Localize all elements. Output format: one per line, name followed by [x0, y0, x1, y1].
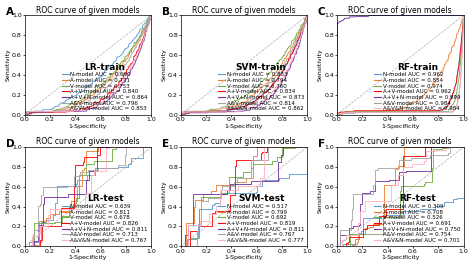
X-axis label: 1-Specificity: 1-Specificity [69, 255, 107, 260]
Legend: N-model AUC = 0.517, A-model AUC = 0.799, V-model AUC = 0.692, A+V-model AUC = 0: N-model AUC = 0.517, A-model AUC = 0.799… [218, 194, 305, 243]
Y-axis label: Sensitivity: Sensitivity [162, 49, 167, 81]
Legend: N-model AUC = 0.639, A-model AUC = 0.811, V-model AUC = 0.678, A+V-model AUC = 0: N-model AUC = 0.639, A-model AUC = 0.811… [62, 194, 148, 243]
X-axis label: 1-Specificity: 1-Specificity [69, 124, 107, 129]
Text: C: C [318, 7, 326, 17]
Text: D: D [6, 139, 14, 149]
Y-axis label: Sensitivity: Sensitivity [162, 180, 167, 213]
Text: A: A [6, 7, 14, 17]
Y-axis label: Sensitivity: Sensitivity [6, 180, 10, 213]
Legend: N-model AUC = 0.309, A-model AUC = 0.708, V-model AUC = 0.526, A+V-model AUC = 0: N-model AUC = 0.309, A-model AUC = 0.708… [374, 194, 461, 243]
Title: ROC curve of given models: ROC curve of given models [192, 6, 296, 15]
Title: ROC curve of given models: ROC curve of given models [348, 137, 452, 146]
Y-axis label: Sensitivity: Sensitivity [318, 180, 323, 213]
Y-axis label: Sensitivity: Sensitivity [6, 49, 10, 81]
Legend: N-model AUC = 0.962, A-model AUC = 0.854, V-model AUC = 0.974, A+V-model AUC = 0: N-model AUC = 0.962, A-model AUC = 0.854… [374, 62, 461, 112]
X-axis label: 1-Specificity: 1-Specificity [225, 255, 264, 260]
Title: ROC curve of given models: ROC curve of given models [36, 6, 140, 15]
Y-axis label: Sensitivity: Sensitivity [318, 49, 323, 81]
Text: F: F [318, 139, 325, 149]
Text: E: E [162, 139, 169, 149]
Text: B: B [162, 7, 170, 17]
Title: ROC curve of given models: ROC curve of given models [348, 6, 452, 15]
X-axis label: 1-Specificity: 1-Specificity [381, 255, 419, 260]
Legend: N-model AUC = 0.690, A-model AUC = 0.771, V-model AUC = 0.753, A+V-model AUC = 0: N-model AUC = 0.690, A-model AUC = 0.771… [62, 62, 148, 112]
Title: ROC curve of given models: ROC curve of given models [36, 137, 140, 146]
Title: ROC curve of given models: ROC curve of given models [192, 137, 296, 146]
Legend: N-model AUC = 0.833, A-model AUC = 0.794, V-model AUC = 0.760, A+V-model AUC = 0: N-model AUC = 0.833, A-model AUC = 0.794… [218, 62, 305, 112]
X-axis label: 1-Specificity: 1-Specificity [381, 124, 419, 129]
X-axis label: 1-Specificity: 1-Specificity [225, 124, 264, 129]
